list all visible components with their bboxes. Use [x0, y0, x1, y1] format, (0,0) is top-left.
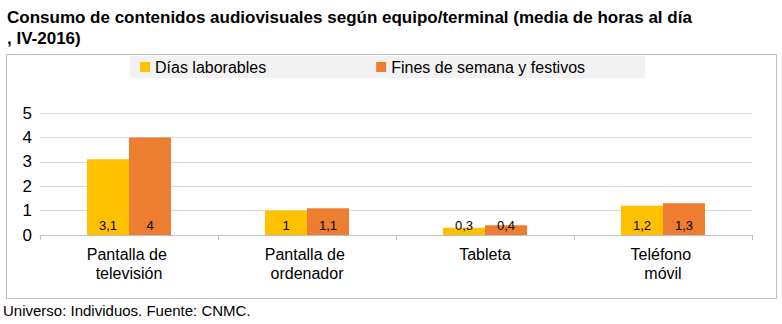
- svg-text:móvil: móvil: [644, 265, 681, 282]
- svg-text:Pantalla de: Pantalla de: [87, 246, 172, 263]
- svg-text:Teléfono: Teléfono: [631, 246, 696, 263]
- svg-text:4: 4: [23, 128, 32, 147]
- svg-text:0,3: 0,3: [455, 218, 473, 233]
- svg-text:Universo: Individuos. Fuente:: Universo: Individuos. Fuente: CNMC.: [3, 302, 251, 319]
- svg-text:0: 0: [23, 226, 32, 245]
- svg-text:1,1: 1,1: [319, 218, 337, 233]
- svg-text:1,3: 1,3: [675, 218, 693, 233]
- svg-text:3: 3: [23, 152, 32, 171]
- svg-text:, IV-2016): , IV-2016): [7, 29, 81, 48]
- svg-text:Consumo de contenidos audiovis: Consumo de contenidos audiovisuales segú…: [7, 8, 692, 27]
- svg-text:Fines de semana y festivos: Fines de semana y festivos: [391, 59, 585, 76]
- svg-text:ordenador: ordenador: [271, 265, 345, 282]
- svg-text:5: 5: [23, 104, 32, 123]
- svg-text:2: 2: [23, 177, 32, 196]
- svg-text:1: 1: [23, 201, 32, 220]
- svg-text:Días laborables: Días laborables: [155, 59, 266, 76]
- svg-text:televisión: televisión: [96, 265, 163, 282]
- svg-text:1: 1: [282, 218, 289, 233]
- svg-text:3,1: 3,1: [99, 218, 117, 233]
- svg-text:Pantalla de: Pantalla de: [265, 246, 350, 263]
- svg-text:0,4: 0,4: [497, 218, 515, 233]
- svg-text:Tableta: Tableta: [459, 246, 511, 263]
- svg-text:4: 4: [146, 218, 153, 233]
- svg-text:1,2: 1,2: [633, 218, 651, 233]
